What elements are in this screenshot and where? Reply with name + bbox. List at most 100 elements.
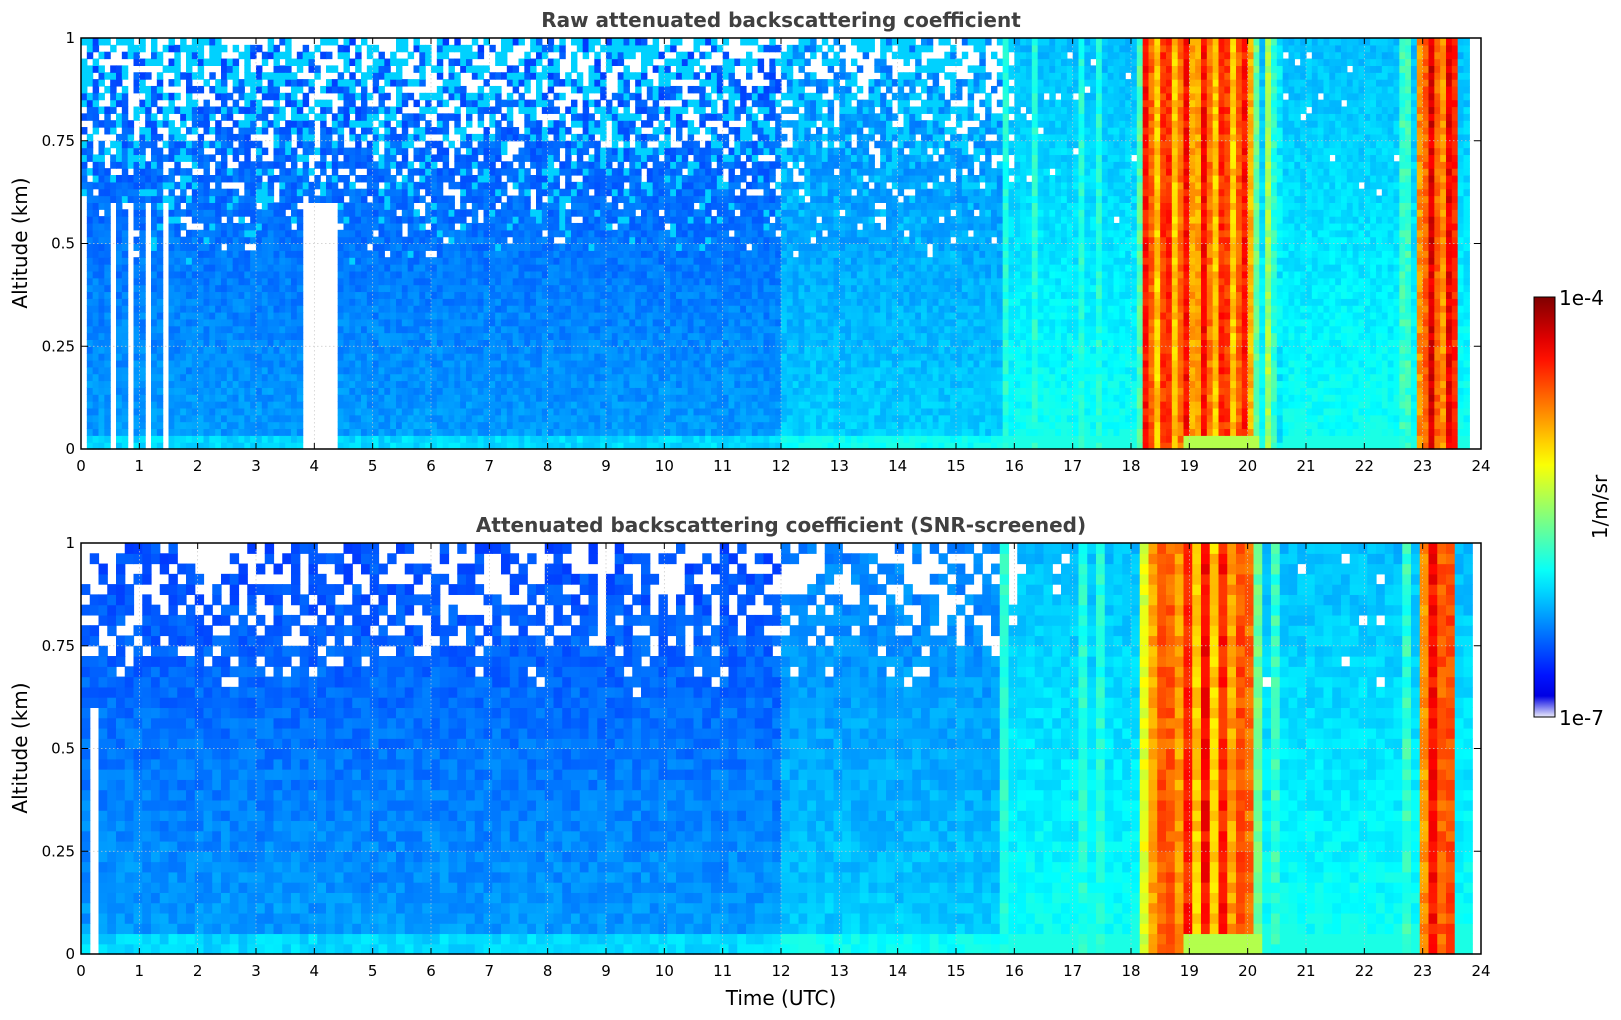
heatmap-cell (197, 216, 205, 224)
heatmap-cell (110, 72, 117, 80)
heatmap-cell (197, 401, 205, 409)
heatmap-cell (676, 298, 683, 306)
heatmap-cell (244, 359, 251, 368)
heatmap-cell (331, 188, 339, 197)
heatmap-cell (361, 154, 368, 162)
heatmap-cell (116, 140, 123, 149)
heatmap-cell (588, 298, 595, 306)
heatmap-cell (448, 318, 455, 327)
heatmap-cell (366, 373, 374, 382)
heatmap-cell (139, 161, 146, 169)
heatmap-cell (279, 353, 286, 361)
heatmap-cell (221, 435, 228, 443)
heatmap-cell (413, 209, 420, 217)
heatmap-cell (431, 181, 438, 190)
heatmap-cell (600, 188, 607, 197)
heatmap-cell (501, 243, 508, 251)
heatmap-cell (273, 79, 280, 87)
heatmap-cell (355, 133, 362, 142)
heatmap-cell (86, 401, 94, 409)
heatmap-cell (81, 181, 88, 190)
heatmap-cell (361, 161, 368, 169)
heatmap-cell (285, 442, 292, 450)
heatmap-cell (442, 264, 450, 272)
heatmap-cell (477, 298, 485, 306)
heatmap-cell (337, 401, 345, 409)
heatmap-cell (191, 38, 199, 46)
heatmap-cell (116, 291, 123, 299)
heatmap-cell (226, 373, 234, 382)
heatmap-cell (116, 161, 123, 169)
heatmap-cell (676, 339, 683, 347)
heatmap-cell (588, 277, 595, 286)
heatmap-cell (343, 51, 350, 60)
heatmap-cell (454, 277, 461, 286)
heatmap-cell (442, 175, 450, 183)
heatmap-cell (489, 359, 496, 368)
heatmap-cell (203, 154, 210, 162)
heatmap-cell (413, 99, 420, 108)
heatmap-cell (454, 38, 461, 46)
heatmap-cell (168, 407, 175, 416)
heatmap-cell (261, 106, 269, 114)
heatmap-cell (553, 216, 560, 224)
heatmap-cell (361, 298, 368, 306)
heatmap-cell (611, 421, 619, 430)
heatmap-cell (197, 318, 205, 327)
heatmap-cell (471, 175, 479, 183)
heatmap-cell (454, 407, 461, 416)
heatmap-cell (442, 51, 450, 60)
heatmap-cell (512, 353, 520, 361)
heatmap-cell (116, 421, 123, 430)
heatmap-cell (378, 270, 385, 279)
heatmap-cell (267, 38, 275, 46)
heatmap-cell (151, 181, 158, 190)
heatmap-cell (553, 120, 560, 128)
heatmap-cell (349, 428, 356, 436)
heatmap-cell (471, 229, 479, 238)
heatmap-cell (349, 284, 356, 293)
heatmap-cell (623, 79, 630, 87)
heatmap-cell (256, 147, 263, 156)
heatmap-cell (658, 264, 665, 272)
heatmap-cell (355, 65, 362, 73)
heatmap-cell (86, 291, 94, 299)
heatmap-cell (495, 346, 502, 354)
heatmap-cell (646, 366, 654, 375)
heatmap-cell (285, 277, 292, 286)
heatmap-cell (559, 264, 566, 272)
heatmap-cell (151, 243, 158, 251)
heatmap-cell (116, 38, 123, 46)
heatmap-cell (337, 51, 345, 60)
heatmap-cell (652, 188, 660, 197)
heatmap-cell (652, 250, 660, 258)
heatmap-cell (384, 373, 391, 382)
heatmap-cell (92, 127, 100, 135)
heatmap-cell (594, 188, 601, 197)
heatmap-cell (168, 106, 175, 114)
heatmap-cell (547, 79, 555, 87)
heatmap-cell (425, 346, 432, 354)
heatmap-cell (145, 72, 152, 80)
heatmap-cell (460, 380, 467, 388)
heatmap-cell (390, 435, 397, 443)
heatmap-cell (215, 133, 222, 142)
heatmap-cell (343, 38, 350, 46)
heatmap-cell (326, 38, 333, 46)
heatmap-cell (582, 181, 590, 190)
heatmap-cell (617, 133, 625, 142)
heatmap-cell (215, 140, 222, 149)
heatmap-cell (86, 298, 94, 306)
heatmap-cell (349, 195, 356, 203)
heatmap-cell (203, 277, 210, 286)
heatmap-cell (238, 229, 245, 238)
heatmap-cell (576, 222, 584, 231)
heatmap-cell (442, 168, 450, 176)
heatmap-cell (372, 140, 380, 149)
heatmap-cell (191, 127, 199, 135)
heatmap-cell (495, 407, 502, 416)
heatmap-cell (506, 318, 514, 327)
heatmap-cell (611, 270, 619, 279)
heatmap-cell (524, 188, 531, 197)
heatmap-cell (588, 38, 595, 46)
